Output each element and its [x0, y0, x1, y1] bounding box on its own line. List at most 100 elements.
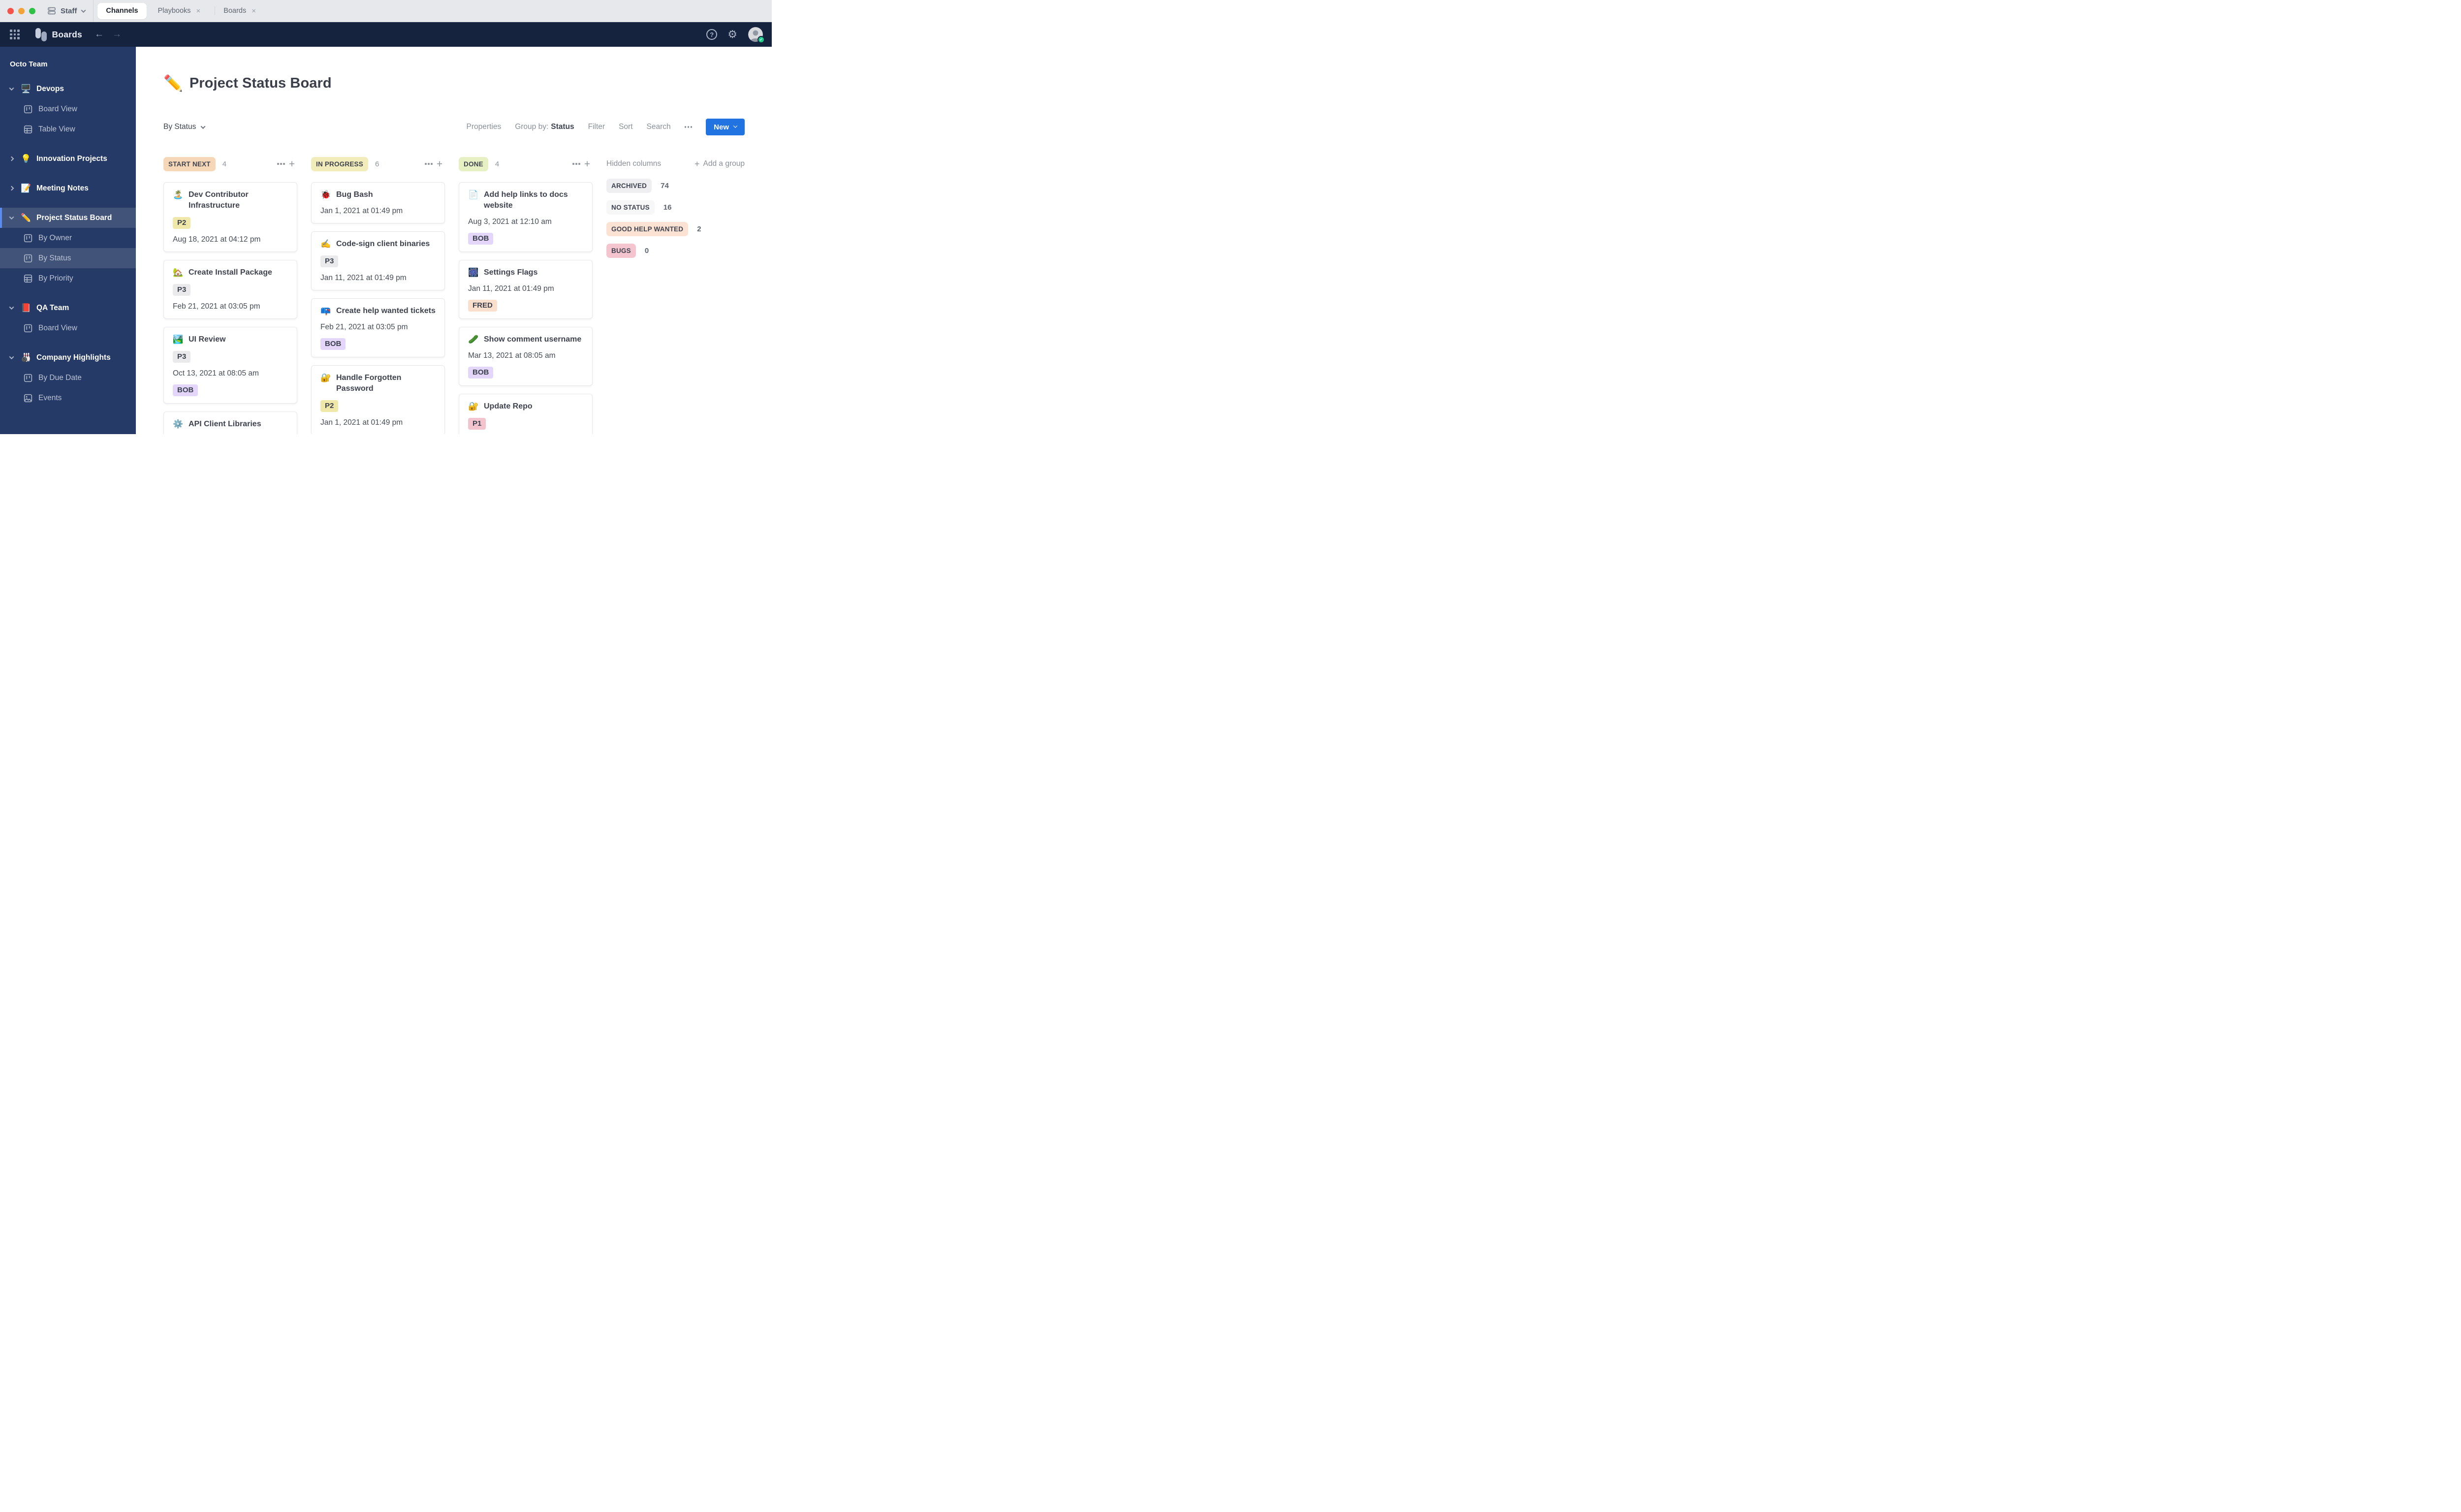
sidebar-view-project-status-board-by-status[interactable]: By Status [0, 248, 136, 268]
card-date: Jan 1, 2021 at 01:49 pm [320, 207, 403, 215]
column-menu-button[interactable] [276, 158, 286, 169]
close-icon[interactable]: × [252, 6, 256, 15]
sidebar-item-meeting-notes[interactable]: 📝 Meeting Notes [0, 178, 136, 198]
tab-boards[interactable]: Boards × [215, 3, 264, 19]
avatar[interactable]: ✓ [748, 27, 765, 43]
sidebar-item-innovation-projects[interactable]: 💡 Innovation Projects [0, 149, 136, 169]
sidebar-view-project-status-board-by-priority[interactable]: By Priority [0, 268, 136, 288]
card-emoji-icon: 🏝️ [173, 190, 184, 199]
card[interactable]: 🔐 Update Repo P1 [459, 394, 593, 434]
card-title-row: 📪 Create help wanted tickets [320, 306, 436, 316]
sidebar-item-project-status-board[interactable]: ✏️ Project Status Board [0, 208, 136, 228]
chevron-down-icon[interactable] [9, 215, 14, 220]
card-emoji-icon: 📪 [320, 306, 331, 315]
card[interactable]: 🔐 Handle Forgotten Password P2 Jan 1, 2021 … [311, 365, 445, 434]
chevron-right-icon[interactable] [9, 186, 14, 191]
sidebar-item-qa-team[interactable]: 📕 QA Team [0, 298, 136, 318]
hidden-group-no-status[interactable]: NO STATUS [606, 200, 655, 215]
card[interactable]: 🏡 Create Install Package P3 Feb 21, 2021 at… [163, 260, 297, 319]
sidebar-view-label: By Owner [38, 233, 72, 242]
close-window-button[interactable] [7, 7, 14, 14]
add-card-button[interactable]: + [288, 158, 295, 170]
sidebar-group-meeting-notes: 📝 Meeting Notes [0, 178, 136, 198]
column-pill[interactable]: START NEXT [163, 157, 216, 171]
hidden-group-bugs[interactable]: BUGS [606, 244, 636, 258]
sidebar-view-qa-team-board-view[interactable]: Board View [0, 318, 136, 338]
chevron-down-icon[interactable] [9, 305, 14, 310]
forward-button[interactable]: → [112, 29, 122, 39]
minimize-window-button[interactable] [18, 7, 25, 14]
card[interactable]: 🏞️ UI Review P3 Oct 13, 2021 at 08:05 am BOB [163, 327, 297, 404]
kanban-view-icon [24, 374, 32, 382]
add-group-button[interactable]: + Add a group [694, 159, 745, 169]
card-title: Dev Contributor Infrastructure [189, 190, 249, 210]
search-button[interactable]: Search [646, 123, 671, 131]
view-selector[interactable]: By Status [163, 123, 206, 131]
card-title-row: 🏞️ UI Review [173, 334, 288, 345]
card[interactable]: 🥒 Show comment username Mar 13, 2021 at 08… [459, 327, 593, 386]
group-by-button[interactable]: Group by: Status [515, 123, 574, 131]
column-menu-button[interactable] [571, 158, 582, 169]
kanban-view-icon [24, 254, 32, 263]
chevron-down-icon[interactable] [9, 354, 14, 360]
chevron-right-icon[interactable] [9, 156, 14, 161]
divider [93, 0, 94, 22]
sidebar-item-company-highlights[interactable]: 🎳 Company Highlights [0, 347, 136, 368]
new-card-button[interactable]: New [706, 119, 745, 135]
apps-grid-icon[interactable] [10, 30, 20, 39]
sidebar-view-company-highlights-by-due-date[interactable]: By Due Date [0, 368, 136, 388]
back-button[interactable]: ← [95, 29, 104, 39]
card[interactable]: 🏝️ Dev Contributor Infrastructure P2 Aug 18… [163, 182, 297, 252]
card[interactable]: ⚙️API Client LibrariesP2 [163, 411, 297, 434]
card-title: Show comment username [484, 335, 582, 344]
kanban-view-icon [24, 105, 32, 114]
hidden-group-good-help-wanted[interactable]: GOOD HELP WANTED [606, 222, 689, 236]
card-date: Feb 21, 2021 at 03:05 pm [320, 323, 408, 331]
card-title: API Client Libraries [189, 420, 261, 428]
sidebar-view-company-highlights-events[interactable]: Events [0, 388, 136, 408]
card[interactable]: ✍️ Code-sign client binaries P3 Jan 11, 202… [311, 231, 445, 290]
board-emoji-icon: 📝 [21, 183, 32, 193]
gear-icon[interactable]: ⚙ [727, 28, 737, 40]
board-emoji-icon: 🎳 [21, 352, 32, 362]
zoom-window-button[interactable] [29, 7, 35, 14]
chevron-down-icon[interactable] [9, 86, 14, 91]
properties-button[interactable]: Properties [466, 123, 502, 131]
sidebar-view-devops-board-view[interactable]: Board View [0, 99, 136, 119]
plus-icon: + [694, 159, 700, 169]
sort-button[interactable]: Sort [619, 123, 633, 131]
card-emoji-icon: 🥒 [468, 335, 479, 344]
sidebar-view-project-status-board-by-owner[interactable]: By Owner [0, 228, 136, 248]
column-pill[interactable]: DONE [459, 157, 488, 171]
tab-channels[interactable]: Channels [97, 2, 147, 19]
tab-playbooks[interactable]: Playbooks × [150, 3, 209, 19]
card-date: Aug 3, 2021 at 12:10 am [468, 218, 552, 226]
column-menu-button[interactable] [423, 158, 434, 169]
card[interactable]: 📄 Add help links to docs website Aug 3, 20… [459, 182, 593, 252]
hidden-group-archived[interactable]: ARCHIVED [606, 179, 652, 193]
sidebar-view-label: Board View [38, 323, 77, 332]
card[interactable]: 🐞 Bug Bash Jan 1, 2021 at 01:49 pm [311, 182, 445, 223]
assignee-badge: BOB [468, 367, 494, 378]
sidebar-view-devops-table-view[interactable]: Table View [0, 119, 136, 139]
card[interactable]: 🎆 Settings Flags Jan 11, 2021 at 01:49 pm F… [459, 260, 593, 319]
filter-button[interactable]: Filter [588, 123, 605, 131]
add-card-button[interactable]: + [436, 158, 443, 170]
page-title[interactable]: Project Status Board [189, 75, 332, 91]
column-header: START NEXT 4 + [163, 157, 297, 171]
card[interactable]: 📪 Create help wanted tickets Feb 21, 2021 … [311, 298, 445, 357]
assignee-badge: BOB [173, 384, 198, 396]
board-view: ✏️ Project Status Board By Status Proper… [136, 47, 772, 434]
column-pill[interactable]: IN PROGRESS [311, 157, 368, 171]
chevron-down-icon [200, 124, 206, 129]
more-options-icon[interactable] [684, 126, 693, 128]
card-emoji-icon: ⚙️ [173, 419, 184, 429]
close-icon[interactable]: × [196, 6, 201, 15]
sidebar-item-devops[interactable]: 🖥️ Devops [0, 79, 136, 99]
assignee-badge: BOB [468, 233, 494, 245]
help-icon[interactable]: ? [706, 29, 718, 40]
card-title: Bug Bash [336, 190, 373, 199]
add-card-button[interactable]: + [584, 158, 591, 170]
server-switcher[interactable]: Staff [47, 6, 86, 15]
more-horizontal-icon [572, 163, 580, 165]
